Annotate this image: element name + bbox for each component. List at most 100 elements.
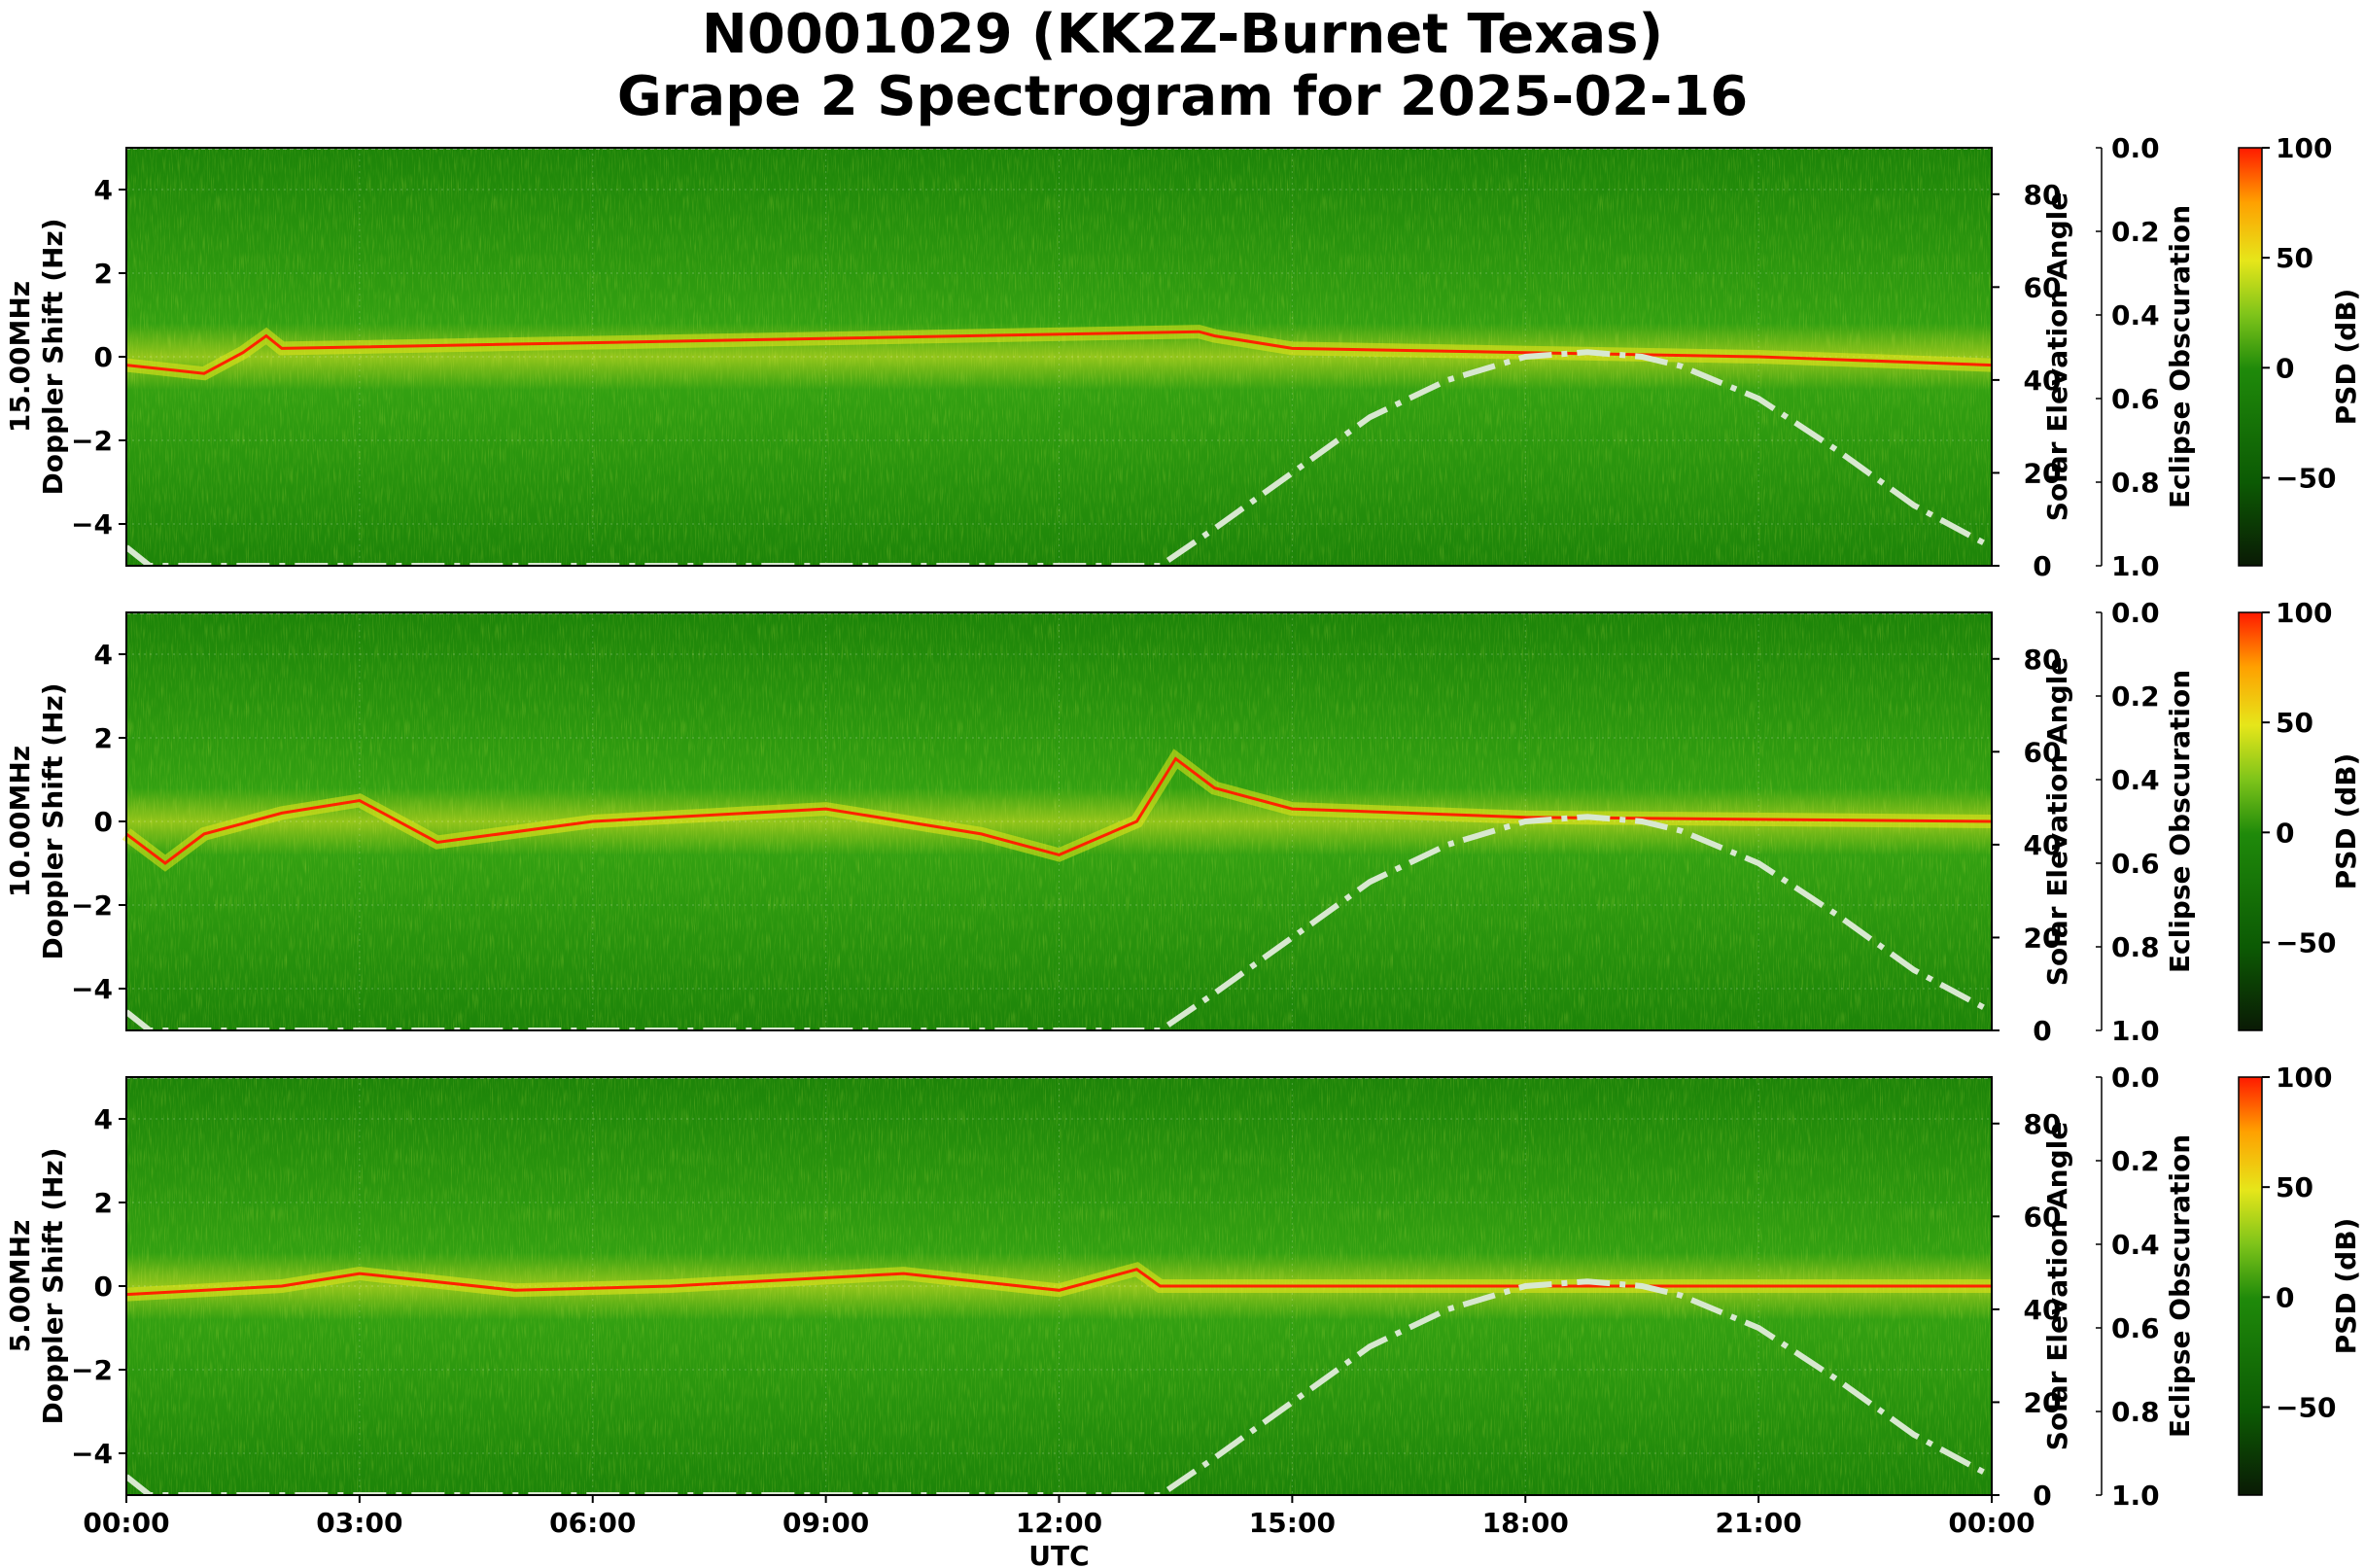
colorbar-tick-label: 100	[2276, 597, 2332, 629]
title-line-1: N0001029 (KK2Z-Burnet Texas)	[701, 3, 1664, 66]
y-tick-label: 2	[94, 722, 113, 754]
x-tick-label: 09:00	[783, 1507, 869, 1539]
right-tick-label: 40	[2024, 1294, 2062, 1326]
colorbar-tick-label: 100	[2276, 132, 2332, 164]
x-tick-label: 06:00	[549, 1507, 636, 1539]
colorbar-tick-label: 0	[2276, 1281, 2294, 1313]
y-axis-label: Doppler Shift (Hz)	[37, 1147, 69, 1424]
colorbar-tick-label: 0	[2276, 352, 2294, 384]
title-line-2: Grape 2 Spectrogram for 2025-02-16	[616, 65, 1749, 128]
colorbar-tick-label: 100	[2276, 1062, 2332, 1094]
x-tick-label: 15:00	[1249, 1507, 1336, 1539]
x-axis-label: UTC	[1028, 1540, 1089, 1568]
eclipse-tick-label: 1.0	[2111, 1015, 2160, 1047]
right-axis-label: Solar Elevation Angle	[2041, 657, 2073, 986]
eclipse-tick-label: 0.6	[2111, 848, 2160, 880]
colorbar-label: PSD (dB)	[2330, 289, 2362, 426]
y-tick-label: −2	[71, 1354, 113, 1386]
y-tick-label: 2	[94, 1187, 113, 1219]
doppler-trace	[125, 1268, 1992, 1297]
right-tick-label: 80	[2024, 1108, 2062, 1140]
eclipse-axis-label: Eclipse Obscuration	[2164, 1134, 2196, 1438]
eclipse-tick-label: 1.0	[2111, 550, 2160, 582]
y-tick-label: 0	[94, 341, 113, 373]
y-tick-label: 2	[94, 258, 113, 290]
x-tick-label: 12:00	[1016, 1507, 1102, 1539]
eclipse-tick-label: 0.0	[2111, 597, 2160, 629]
right-tick-label: 20	[2024, 457, 2062, 489]
right-tick-label: 0	[2033, 550, 2051, 582]
colorbar-tick-label: 50	[2276, 242, 2313, 274]
panel-0: 420−2−415.00MHz Doppler Shift (Hz)8060402…	[4, 132, 2362, 582]
colorbar-label: PSD (dB)	[2330, 753, 2362, 890]
x-tick-label: 00:00	[1948, 1507, 2035, 1539]
eclipse-tick-label: 0.0	[2111, 132, 2160, 164]
right-tick-label: 40	[2024, 829, 2062, 861]
right-tick-label: 60	[2024, 271, 2062, 303]
y-tick-label: 0	[94, 806, 113, 838]
panel-frequency-label: 5.00MHz	[4, 1220, 36, 1353]
colorbar	[2238, 1076, 2263, 1496]
solar-elevation-curve	[126, 1278, 1992, 1495]
colorbar-label: PSD (dB)	[2330, 1218, 2362, 1355]
right-tick-label: 0	[2033, 1015, 2051, 1047]
x-tick-label: 03:00	[316, 1507, 402, 1539]
chart-title: N0001029 (KK2Z-Burnet Texas) Grape 2 Spe…	[0, 4, 2365, 128]
eclipse-axis-label: Eclipse Obscuration	[2164, 670, 2196, 973]
y-tick-label: −2	[71, 889, 113, 922]
colorbar-tick-label: −50	[2276, 1391, 2336, 1423]
right-tick-label: 40	[2024, 365, 2062, 397]
right-tick-label: 80	[2024, 179, 2062, 211]
colorbar	[2238, 147, 2263, 567]
eclipse-tick-label: 0.2	[2111, 680, 2160, 713]
y-tick-label: 0	[94, 1271, 113, 1303]
doppler-trace	[125, 756, 1993, 865]
y-tick-label: −2	[71, 425, 113, 457]
eclipse-tick-label: 0.4	[2111, 299, 2160, 331]
right-tick-label: 20	[2024, 1386, 2062, 1418]
right-axis-label: Solar Elevation Angle	[2041, 192, 2073, 521]
x-tick-label: 18:00	[1482, 1507, 1569, 1539]
right-axis-label: Solar Elevation Angle	[2041, 1122, 2073, 1450]
panels-layer: 420−2−415.00MHz Doppler Shift (Hz)8060402…	[4, 132, 2362, 1512]
solar-elevation-curve	[126, 349, 1992, 566]
y-axis-label: Doppler Shift (Hz)	[37, 218, 69, 495]
eclipse-tick-label: 1.0	[2111, 1480, 2160, 1512]
panel-2: 420−2−45.00MHz Doppler Shift (Hz)80604020…	[4, 1062, 2362, 1512]
x-tick-label: 21:00	[1716, 1507, 1802, 1539]
eclipse-tick-label: 0.6	[2111, 1312, 2160, 1344]
colorbar-tick-label: −50	[2276, 462, 2336, 494]
right-tick-label: 60	[2024, 1201, 2062, 1233]
eclipse-tick-label: 0.2	[2111, 1145, 2160, 1177]
right-tick-label: 80	[2024, 644, 2062, 676]
x-axis: 00:00 03:00 06:00 09:00 12:00 15:00 18:00 21:00…	[83, 1495, 2035, 1568]
panel-1: 420−2−410.00MHz Doppler Shift (Hz)8060402…	[4, 597, 2362, 1047]
y-axis-label: Doppler Shift (Hz)	[37, 682, 69, 959]
eclipse-tick-label: 0.8	[2111, 467, 2160, 499]
panel-frequency-label: 10.00MHz	[4, 746, 36, 897]
eclipse-tick-label: 0.4	[2111, 1229, 2160, 1261]
colorbar-tick-label: 50	[2276, 1171, 2313, 1203]
eclipse-tick-label: 0.2	[2111, 216, 2160, 248]
solar-elevation-curve	[126, 814, 1992, 1030]
y-tick-label: 4	[94, 174, 113, 206]
y-tick-label: −4	[71, 973, 113, 1005]
colorbar-tick-label: −50	[2276, 926, 2336, 958]
y-tick-label: −4	[71, 508, 113, 540]
panel-frequency-label: 15.00MHz	[4, 281, 36, 433]
eclipse-tick-label: 0.8	[2111, 1396, 2160, 1428]
eclipse-tick-label: 0.8	[2111, 931, 2160, 963]
y-tick-label: −4	[71, 1438, 113, 1470]
colorbar-tick-label: 50	[2276, 707, 2313, 739]
eclipse-tick-label: 0.0	[2111, 1062, 2160, 1094]
y-tick-label: 4	[94, 1103, 113, 1135]
eclipse-tick-label: 0.4	[2111, 764, 2160, 796]
eclipse-axis-label: Eclipse Obscuration	[2164, 205, 2196, 508]
right-tick-label: 60	[2024, 736, 2062, 768]
right-tick-label: 20	[2024, 922, 2062, 954]
x-tick-label: 00:00	[83, 1507, 169, 1539]
right-tick-label: 0	[2033, 1480, 2051, 1512]
y-tick-label: 4	[94, 639, 113, 671]
colorbar-tick-label: 0	[2276, 817, 2294, 849]
